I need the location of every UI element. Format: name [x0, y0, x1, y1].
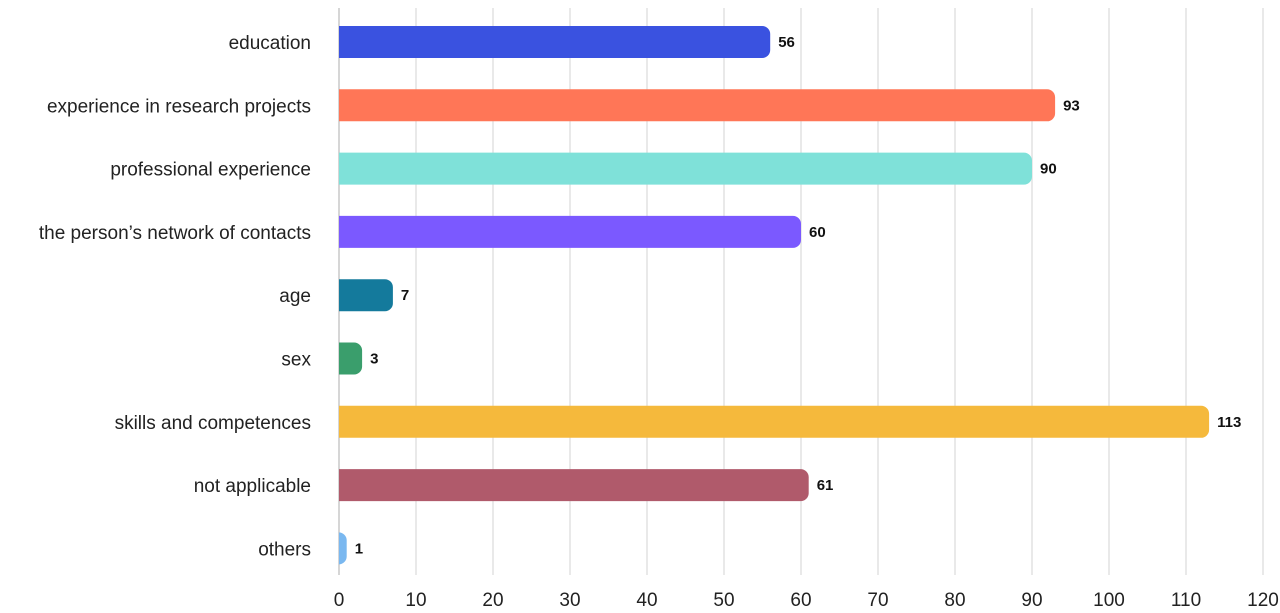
x-tick-label: 120: [1247, 590, 1279, 611]
category-label: age: [279, 286, 311, 307]
category-label: experience in research projects: [47, 96, 311, 117]
x-tick-label: 70: [867, 590, 888, 611]
x-tick-label: 50: [713, 590, 734, 611]
data-label: 90: [1040, 161, 1057, 178]
category-label: others: [258, 539, 311, 560]
bar: [339, 469, 809, 502]
category-label: the person’s network of contacts: [39, 223, 311, 244]
x-tick-label: 0: [334, 590, 345, 611]
x-tick-label: 30: [559, 590, 580, 611]
category-label: sex: [281, 350, 311, 371]
x-tick-label: 80: [944, 590, 965, 611]
data-label: 113: [1217, 414, 1241, 431]
x-tick-label: 40: [636, 590, 657, 611]
data-label: 56: [778, 34, 795, 51]
x-tick-label: 60: [790, 590, 811, 611]
x-tick-label: 100: [1093, 590, 1125, 611]
data-label: 60: [809, 224, 826, 241]
bar: [339, 215, 801, 248]
bar: [339, 26, 771, 58]
category-label: skills and competences: [115, 413, 311, 434]
x-tick-label: 90: [1021, 590, 1042, 611]
data-label: 3: [370, 351, 378, 368]
bar: [339, 279, 393, 312]
bar: [339, 152, 1032, 185]
bar: [339, 342, 363, 375]
data-label: 93: [1063, 97, 1080, 114]
bar: [338, 532, 347, 565]
bar: [339, 405, 1210, 438]
category-label: professional experience: [110, 160, 311, 181]
bar: [339, 89, 1056, 122]
data-label: 7: [401, 287, 409, 304]
category-label: not applicable: [194, 476, 311, 497]
data-label: 1: [355, 540, 363, 557]
x-tick-label: 10: [405, 590, 426, 611]
x-tick-label: 20: [482, 590, 503, 611]
data-label: 61: [817, 477, 834, 494]
category-label: education: [229, 33, 311, 54]
x-tick-label: 110: [1171, 590, 1201, 611]
